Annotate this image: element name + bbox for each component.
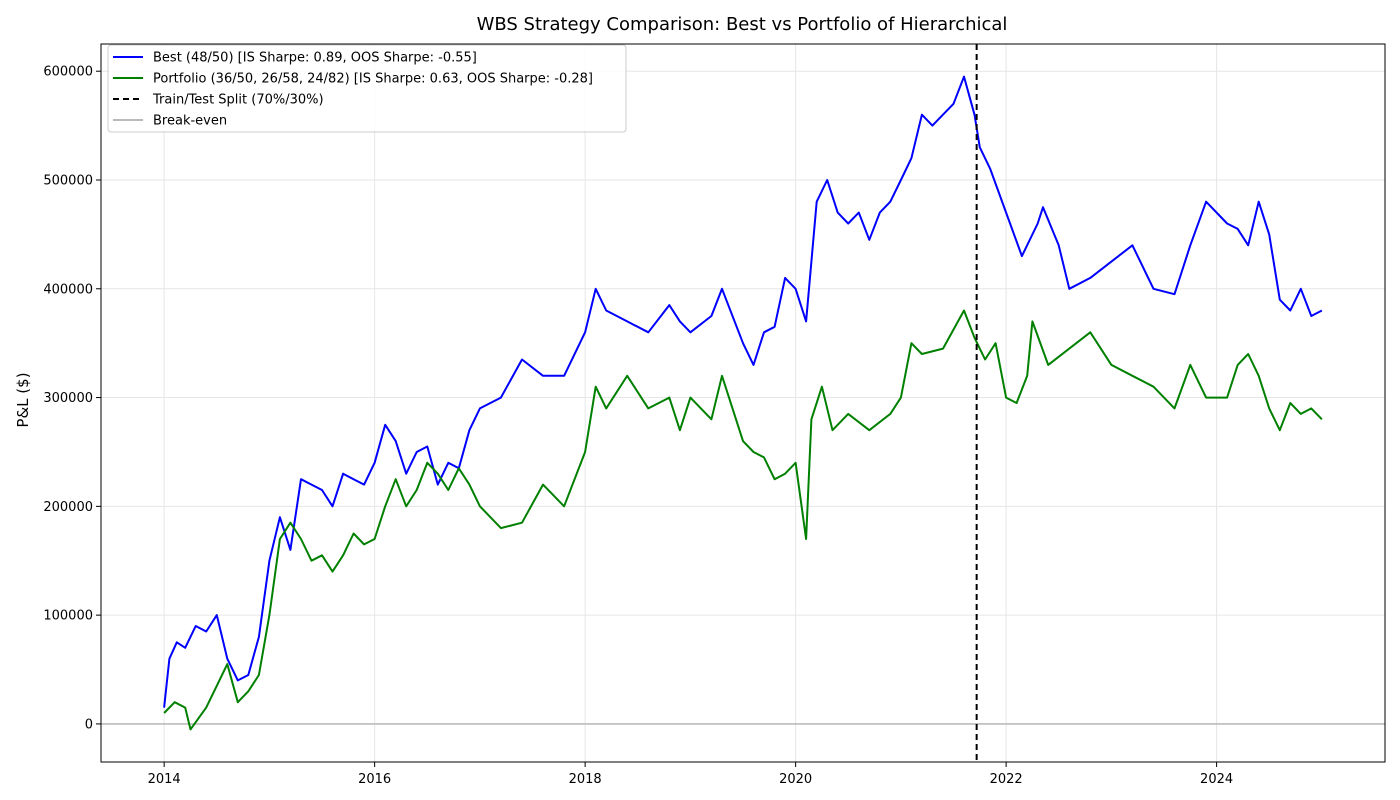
x-tick-label: 2018 [569,772,602,787]
legend-label: Best (48/50) [IS Sharpe: 0.89, OOS Sharp… [153,51,477,66]
legend: Best (48/50) [IS Sharpe: 0.89, OOS Sharp… [107,44,627,133]
y-tick-label: 200000 [43,500,93,515]
chart-title: WBS Strategy Comparison: Best vs Portfol… [477,14,1008,35]
y-tick-label: 0 [85,717,93,732]
best-series-line [163,75,1323,708]
x-tick-label: 2024 [1200,772,1233,787]
y-tick-label: 100000 [43,609,93,624]
x-tick-label: 2020 [779,772,812,787]
series-lines [163,44,1323,762]
x-tick-label: 2022 [990,772,1023,787]
x-tick-label: 2016 [358,772,391,787]
y-tick-label: 500000 [43,173,93,188]
plot-frame [100,43,1386,763]
y-axis-label: P&L ($) [14,372,32,427]
legend-label: Portfolio (36/50, 26/58, 24/82) [IS Shar… [153,72,593,87]
axis-ticks: 2014 2016 2018 2020 2022 2024 0 100000 200000 300… [43,65,1233,787]
legend-label: Break-even [153,114,227,129]
y-tick-label: 300000 [43,391,93,406]
y-tick-label: 400000 [43,282,93,297]
legend-box [107,44,627,133]
legend-label: Train/Test Split (70%/30%) [152,93,324,108]
portfolio-series-line [163,309,1323,731]
y-tick-label: 600000 [43,65,93,80]
x-tick-label: 2014 [148,772,181,787]
